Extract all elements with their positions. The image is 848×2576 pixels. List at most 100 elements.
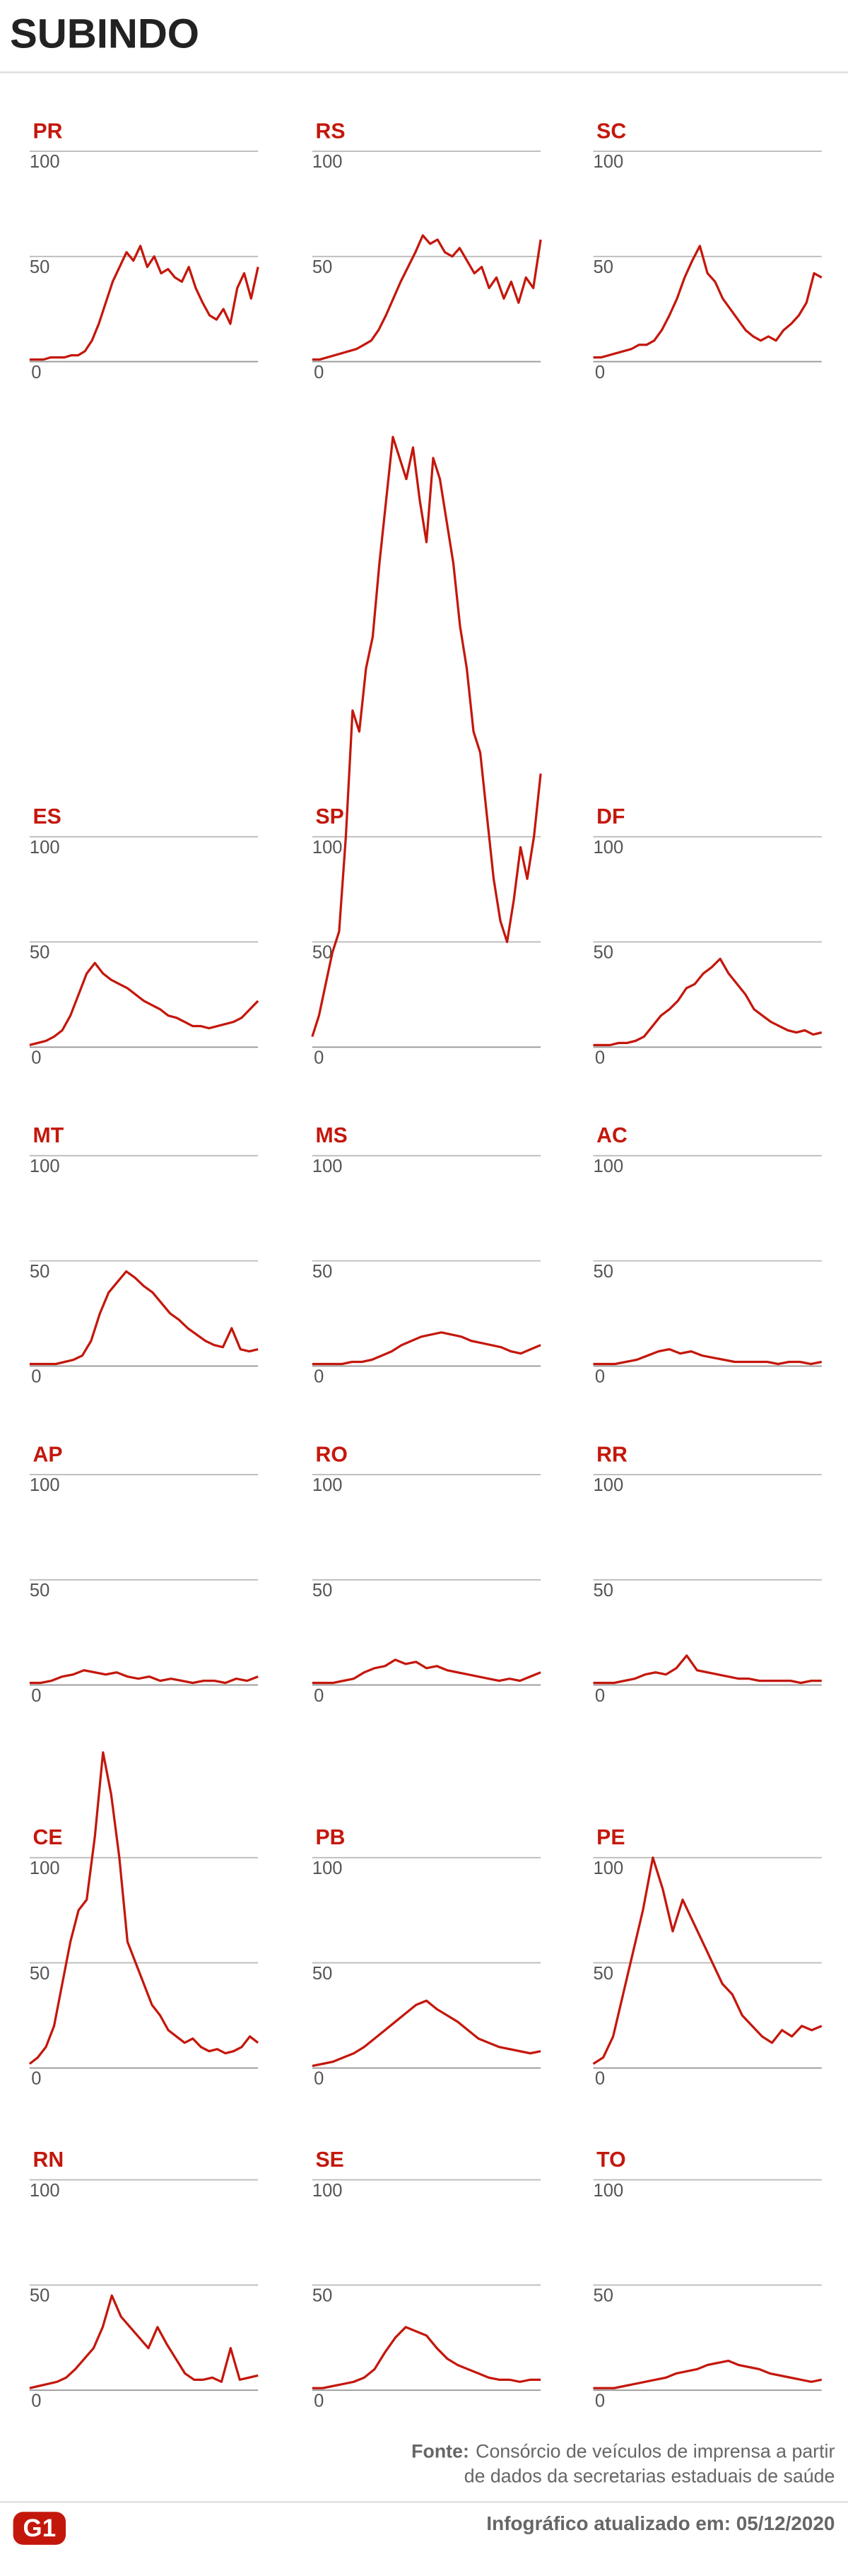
- data-line: [312, 1331, 541, 1366]
- chart-title: SC: [596, 119, 626, 143]
- source-label: Fonte:: [411, 2441, 469, 2462]
- data-line: [311, 435, 542, 1037]
- y-tick-label: 100: [312, 1157, 343, 1176]
- y-tick-label: 50: [312, 257, 332, 277]
- y-tick-label: 50: [312, 943, 332, 963]
- y-tick-label: 100: [594, 2181, 624, 2201]
- y-tick-label: 50: [594, 1581, 613, 1600]
- chart-title: MS: [316, 1124, 348, 1147]
- y-tick-label: 0: [595, 1048, 605, 1068]
- y-tick-label: 50: [30, 1964, 49, 1984]
- y-tick-label: 100: [594, 1157, 624, 1176]
- source-line: Consórcio de veículos de imprensa a part…: [476, 2441, 835, 2462]
- y-tick-label: 100: [312, 1475, 343, 1495]
- y-tick-label: 0: [31, 1686, 41, 1706]
- y-tick-label: 100: [312, 2181, 343, 2201]
- chart-title: PE: [596, 1826, 625, 1849]
- source: Fonte: Consórcio de veículos de imprensa …: [411, 2441, 835, 2462]
- y-tick-label: 0: [314, 1686, 324, 1706]
- data-line: [28, 1751, 259, 2065]
- y-tick-label: 100: [312, 152, 343, 172]
- y-tick-label: 100: [594, 838, 624, 857]
- y-tick-label: 0: [31, 1048, 41, 1068]
- data-line: [593, 1654, 822, 1685]
- y-tick-label: 0: [314, 2069, 324, 2089]
- y-tick-label: 0: [595, 2069, 605, 2089]
- y-tick-label: 50: [312, 1964, 332, 1984]
- y-tick-label: 0: [31, 2391, 41, 2411]
- y-tick-label: 50: [594, 1964, 613, 1984]
- chart-title: RN: [33, 2148, 64, 2172]
- chart-title: DF: [596, 805, 625, 829]
- chart-title: MT: [33, 1124, 64, 1147]
- y-tick-label: 100: [594, 1475, 624, 1495]
- y-tick-label: 50: [30, 1581, 49, 1600]
- chart-title: SP: [316, 805, 344, 829]
- updated: Infográfico atualizado em: 05/12/2020: [486, 2512, 835, 2534]
- data-line: [593, 2359, 823, 2389]
- y-tick-label: 0: [595, 1367, 605, 1387]
- y-tick-label: 0: [314, 363, 324, 382]
- chart-title: AP: [33, 1443, 63, 1466]
- title: SUBINDO: [10, 11, 199, 57]
- y-tick-label: 50: [312, 1581, 332, 1600]
- source-line: de dados da secretarias estaduais de saú…: [464, 2465, 835, 2486]
- chart-title: ES: [33, 805, 61, 829]
- data-line: [29, 961, 259, 1046]
- chart-title: PB: [316, 1826, 346, 1849]
- data-line: [29, 1270, 259, 1366]
- y-tick-label: 100: [30, 2181, 60, 2201]
- y-tick-label: 50: [594, 1262, 613, 1282]
- chart-title: AC: [596, 1124, 628, 1147]
- y-tick-label: 50: [30, 943, 49, 963]
- y-tick-label: 0: [314, 1367, 324, 1387]
- y-tick-label: 50: [30, 2286, 49, 2306]
- y-tick-label: 0: [595, 1686, 605, 1706]
- data-line: [312, 1658, 541, 1685]
- data-line: [312, 2326, 541, 2389]
- data-line: [312, 234, 542, 361]
- logo: G1: [23, 2514, 57, 2542]
- chart-title: RS: [316, 119, 346, 143]
- y-tick-label: 50: [594, 943, 613, 963]
- y-tick-label: 100: [312, 1858, 343, 1878]
- chart-title: TO: [596, 2148, 625, 2172]
- y-tick-label: 100: [30, 838, 60, 857]
- y-tick-label: 50: [30, 257, 49, 277]
- data-line: [29, 245, 259, 361]
- chart-title: PR: [33, 119, 63, 143]
- y-tick-label: 100: [30, 152, 60, 172]
- chart-title: RO: [316, 1443, 348, 1466]
- y-tick-label: 0: [314, 1048, 324, 1068]
- y-tick-label: 50: [312, 2286, 332, 2306]
- data-line: [592, 1856, 823, 2065]
- y-tick-label: 100: [30, 1475, 60, 1495]
- y-tick-label: 0: [595, 2391, 605, 2411]
- data-line: [312, 1999, 541, 2068]
- logo-badge: [13, 2512, 66, 2545]
- y-tick-label: 0: [595, 363, 605, 382]
- data-line: [29, 2294, 259, 2389]
- y-tick-label: 50: [594, 2286, 613, 2306]
- y-tick-label: 100: [30, 1157, 60, 1176]
- y-tick-label: 100: [312, 838, 343, 857]
- chart-title: SE: [316, 2148, 344, 2172]
- y-tick-label: 100: [594, 1858, 624, 1878]
- chart-title: CE: [33, 1826, 63, 1849]
- y-tick-label: 0: [31, 1367, 41, 1387]
- y-tick-label: 100: [594, 152, 624, 172]
- y-tick-label: 50: [312, 1262, 332, 1282]
- y-tick-label: 50: [594, 257, 613, 277]
- data-line: [593, 245, 823, 359]
- y-tick-label: 0: [31, 363, 41, 382]
- y-tick-label: 50: [30, 1262, 49, 1282]
- data-line: [593, 1348, 823, 1366]
- y-tick-label: 0: [31, 2069, 41, 2089]
- y-tick-label: 100: [30, 1858, 60, 1878]
- data-line: [593, 957, 823, 1046]
- y-tick-label: 0: [314, 2391, 324, 2411]
- data-line: [29, 1669, 259, 1685]
- chart-title: RR: [596, 1443, 628, 1466]
